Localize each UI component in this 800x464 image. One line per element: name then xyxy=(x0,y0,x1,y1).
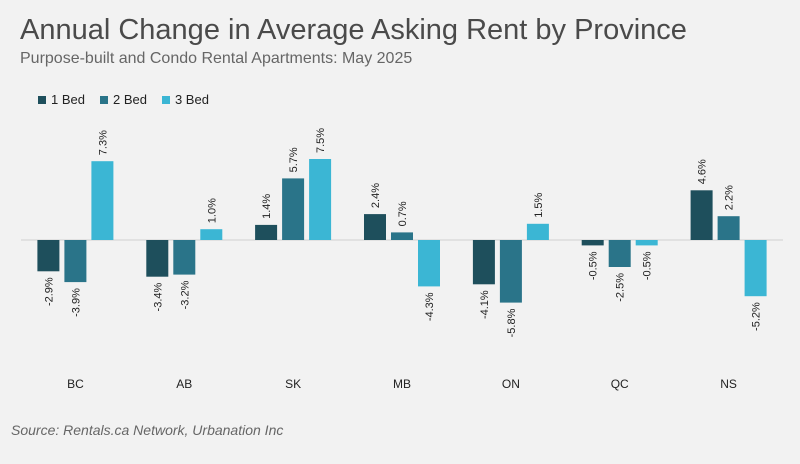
data-label-sk-2-bed: 5.7% xyxy=(288,147,300,172)
data-label-ab-3-bed: 1.0% xyxy=(206,198,218,223)
chart-title: Annual Change in Average Asking Rent by … xyxy=(20,14,687,46)
category-label-sk: SK xyxy=(285,377,301,391)
legend-swatch-1-bed xyxy=(38,95,46,104)
data-label-ns-1-bed: 4.6% xyxy=(697,159,709,184)
bar-bc-3-bed xyxy=(91,161,114,240)
legend-item-1-bed: 1 Bed xyxy=(38,92,85,107)
bar-qc-1-bed xyxy=(581,240,604,246)
data-label-qc-1-bed: -0.5% xyxy=(588,251,600,280)
legend-item-2-bed: 2 Bed xyxy=(99,92,147,107)
bar-ab-2-bed xyxy=(173,240,196,275)
data-label-mb-3-bed: -4.3% xyxy=(424,292,436,321)
data-label-bc-2-bed: -3.9% xyxy=(70,288,82,317)
bar-bc-1-bed xyxy=(37,240,60,272)
data-label-qc-3-bed: -0.5% xyxy=(642,251,654,280)
bar-ab-3-bed xyxy=(200,229,223,240)
bar-on-3-bed xyxy=(526,223,549,240)
category-label-bc: BC xyxy=(67,377,84,391)
legend-item-3-bed: 3 Bed xyxy=(161,92,209,107)
legend-label-3-bed: 3 Bed xyxy=(174,92,209,107)
data-label-sk-1-bed: 1.4% xyxy=(261,194,273,219)
data-label-on-1-bed: -4.1% xyxy=(479,290,491,319)
category-label-on: ON xyxy=(502,377,520,391)
data-label-bc-1-bed: -2.9% xyxy=(43,277,55,306)
bar-mb-1-bed xyxy=(364,214,386,240)
bar-mb-3-bed xyxy=(418,240,440,287)
bar-bc-2-bed xyxy=(64,240,87,283)
legend-swatch-2-bed xyxy=(99,95,108,104)
data-label-on-2-bed: -5.8% xyxy=(506,308,518,337)
bar-qc-2-bed xyxy=(608,240,631,267)
bar-qc-3-bed xyxy=(635,240,658,246)
bar-on-1-bed xyxy=(472,240,495,285)
data-label-qc-2-bed: -2.5% xyxy=(615,273,627,302)
source-note: Source: Rentals.ca Network, Urbanation I… xyxy=(11,422,284,438)
data-label-ns-2-bed: 2.2% xyxy=(724,185,736,210)
data-label-mb-2-bed: 0.7% xyxy=(397,201,409,226)
category-label-ns: NS xyxy=(720,377,737,391)
bar-ns-3-bed xyxy=(744,240,767,297)
bar-sk-1-bed xyxy=(255,224,278,240)
bar-sk-3-bed xyxy=(309,159,332,240)
data-label-ab-2-bed: -3.2% xyxy=(179,280,191,309)
bar-ab-1-bed xyxy=(146,240,169,277)
legend-label-1-bed: 1 Bed xyxy=(51,92,85,107)
data-label-ab-1-bed: -3.4% xyxy=(152,282,164,311)
category-label-mb: MB xyxy=(393,377,411,391)
bar-sk-2-bed xyxy=(282,178,305,240)
data-label-mb-1-bed: 2.4% xyxy=(370,183,382,208)
bar-mb-2-bed xyxy=(391,232,413,240)
data-label-ns-3-bed: -5.2% xyxy=(751,302,763,331)
legend: 1 Bed 2 Bed 3 Bed xyxy=(38,92,209,107)
category-label-ab: AB xyxy=(176,377,192,391)
category-label-qc: QC xyxy=(611,377,629,391)
chart-subtitle: Purpose-built and Condo Rental Apartment… xyxy=(20,50,413,67)
data-label-on-3-bed: 1.5% xyxy=(533,193,545,218)
bar-ns-1-bed xyxy=(690,190,713,240)
data-label-sk-3-bed: 7.5% xyxy=(315,128,327,153)
data-label-bc-3-bed: 7.3% xyxy=(97,130,109,155)
legend-label-2-bed: 2 Bed xyxy=(112,92,147,107)
legend-swatch-3-bed xyxy=(161,95,170,104)
bar-on-2-bed xyxy=(499,240,522,303)
bar-ns-2-bed xyxy=(717,216,740,240)
